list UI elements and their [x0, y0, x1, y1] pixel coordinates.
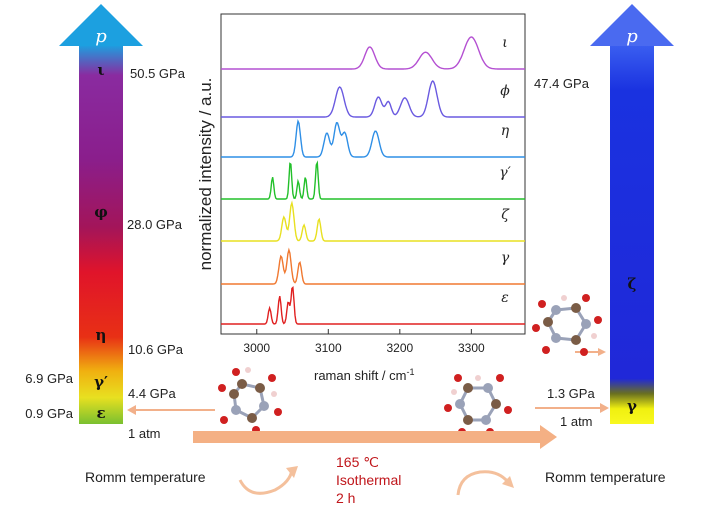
left-pressure-28-0: 28.0 GPa: [127, 217, 183, 232]
raman-trace-label-1: ϕ: [500, 83, 510, 99]
raman-trace-labels: ι ϕ η γ′ ζ γ ε: [499, 35, 511, 306]
raman-trace-label-0: ι: [502, 35, 508, 51]
raman-plot: ι ϕ η γ′ ζ γ ε 3000 3100 3200 3300 normalized int…: [196, 13, 526, 383]
left-pressure-50-5: 50.5 GPa: [130, 66, 186, 81]
raman-x-ticks: 3000 3100 3200 3300: [243, 329, 485, 355]
raman-trace-label-4: ζ: [501, 207, 510, 223]
right-pressure-arrow: p ζ γ: [590, 4, 674, 424]
right-pressure-1-3: 1.3 GPa: [547, 386, 595, 401]
process-temperature: 165 ℃: [336, 454, 379, 470]
right-pressure-1-atm: 1 atm: [560, 414, 593, 429]
molecule-icon-left: [218, 367, 282, 434]
left-phase-eta: η: [96, 326, 107, 344]
raman-plot-frame: [220, 13, 526, 335]
isothermal-process-arrow: [193, 425, 557, 449]
left-temperature-caption: Romm temperature: [85, 469, 206, 485]
process-mode: Isothermal: [336, 472, 401, 488]
right-compression-arrow: [535, 348, 609, 413]
raman-x-tick-label-1: 3100: [315, 341, 342, 355]
raman-traces: [221, 36, 525, 325]
left-pressure-arrow: p ι φ η γ′ ε: [59, 4, 143, 424]
left-phase-epsilon: ε: [96, 404, 105, 422]
raman-x-tick-label-3: 3300: [458, 341, 485, 355]
right-pressure-bar: [610, 45, 654, 424]
left-phase-iota: ι: [97, 61, 104, 79]
left-pressure-symbol: p: [95, 26, 107, 47]
right-temperature-caption: Romm temperature: [545, 469, 666, 485]
left-pressure-0-9: 0.9 GPa: [25, 406, 73, 421]
right-pressure-47-4: 47.4 GPa: [534, 76, 590, 91]
left-pressure-1-atm: 1 atm: [128, 426, 161, 441]
raman-trace-2: [221, 118, 525, 158]
left-cycle-arrow-icon: [238, 466, 298, 495]
raman-x-tick-label-2: 3200: [386, 341, 413, 355]
raman-trace-6: [221, 286, 525, 325]
right-pressure-symbol: p: [626, 26, 638, 47]
left-pressure-6-9: 6.9 GPa: [25, 371, 73, 386]
right-phase-gamma: γ: [627, 397, 637, 415]
right-cycle-arrow-icon: [456, 470, 514, 496]
raman-trace-0: [221, 36, 525, 70]
raman-trace-1: [221, 80, 525, 118]
raman-x-axis-main: raman shift / cm: [314, 368, 406, 383]
molecule-icon-center: [444, 374, 512, 436]
raman-x-tick-label-0: 3000: [243, 341, 270, 355]
raman-trace-label-3: γ′: [499, 165, 511, 181]
left-phase-gamma-prime: γ′: [94, 373, 108, 391]
left-release-arrow: [127, 405, 215, 415]
raman-trace-5: [221, 247, 525, 285]
right-arrow-head: [590, 4, 674, 46]
raman-trace-label-5: γ: [501, 250, 510, 266]
raman-x-axis-label: raman shift / cm-1: [314, 367, 414, 383]
raman-trace-label-2: η: [501, 123, 510, 139]
right-phase-zeta: ζ: [628, 275, 637, 293]
process-duration: 2 h: [336, 490, 355, 506]
raman-trace-4: [221, 200, 525, 242]
left-pressure-4-4: 4.4 GPa: [128, 386, 176, 401]
molecule-icon-right: [532, 294, 602, 356]
left-pressure-bar: [79, 45, 123, 424]
raman-y-axis-label: normalized intensity / a.u.: [196, 78, 215, 271]
raman-trace-label-6: ε: [501, 290, 509, 306]
raman-x-axis-sup: -1: [406, 367, 414, 377]
left-pressure-10-6: 10.6 GPa: [128, 342, 184, 357]
left-arrow-head: [59, 4, 143, 46]
left-phase-phi: φ: [94, 203, 108, 221]
raman-trace-3: [221, 160, 525, 200]
